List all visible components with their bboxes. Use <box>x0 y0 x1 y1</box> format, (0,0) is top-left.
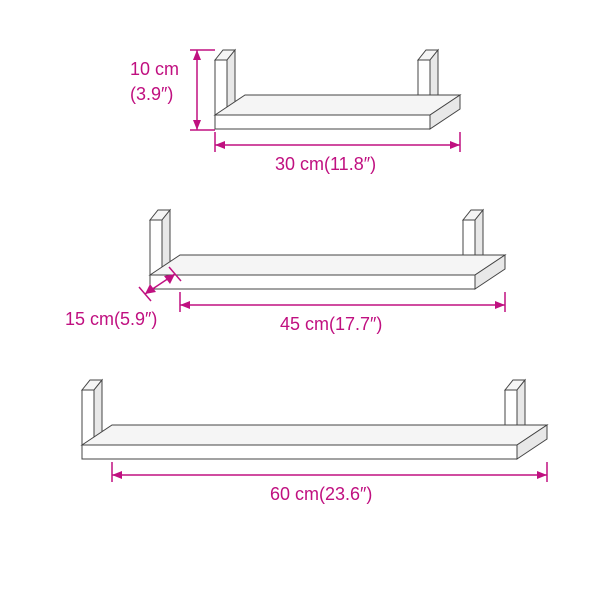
height-in-label: (3.9″) <box>130 84 173 104</box>
width2-label: 45 cm(17.7″) <box>280 314 382 334</box>
depth-label: 15 cm(5.9″) <box>65 309 157 329</box>
width-dimension-1: 30 cm(11.8″) <box>215 132 460 174</box>
height-cm-label: 10 cm <box>130 59 179 79</box>
width1-label: 30 cm(11.8″) <box>275 154 376 174</box>
dimension-diagram: 10 cm (3.9″) 30 cm(11.8″) 15 cm(5.9″) <box>0 0 600 600</box>
shelf-large <box>82 380 547 459</box>
shelf-small <box>215 50 460 129</box>
width-dimension-2: 45 cm(17.7″) <box>180 292 505 334</box>
height-dimension: 10 cm (3.9″) <box>130 50 215 130</box>
shelf-medium <box>150 210 505 289</box>
width-dimension-3: 60 cm(23.6″) <box>112 462 547 504</box>
width3-label: 60 cm(23.6″) <box>270 484 372 504</box>
